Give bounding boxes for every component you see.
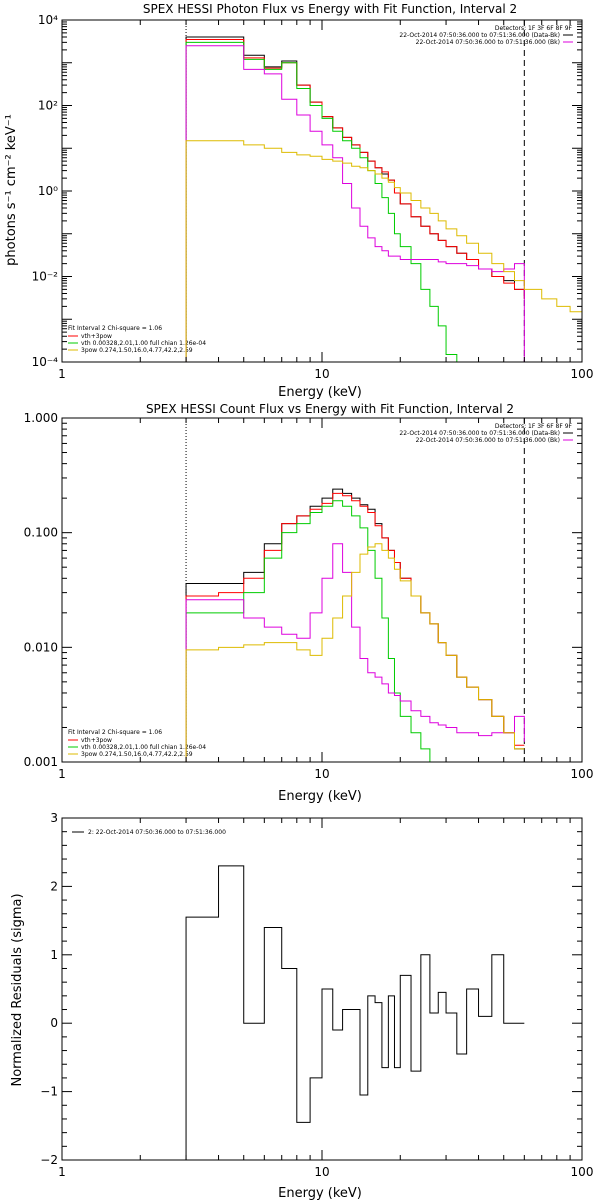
photon-flux-ylabel: photons s⁻¹ cm⁻² keV⁻¹ [4, 114, 19, 266]
legend-vth: vth 0.00328,2.01,1.00 full chian 1.26e-0… [81, 340, 206, 347]
photon-flux-legend-top: Detectors: 1F 3F 6F 8F 9F 22-Oct-2014 07… [399, 25, 573, 46]
count-flux-ytick-label: 1.000 [24, 411, 58, 425]
count-flux-ytick-label: 0.010 [24, 640, 58, 654]
photon-flux-series-2 [185, 41, 467, 362]
legend-bk: 22-Oct-2014 07:50:36.000 to 07:51:36.000… [416, 437, 560, 444]
count-flux-legend-bottom: Fit Interval 2 Chi-square = 1.06 vth+3po… [68, 729, 206, 758]
photon-flux-ytick-label: 10² [38, 99, 58, 113]
residuals-ytick-label: 2 [50, 879, 58, 893]
residuals-xtick-label: 100 [571, 1165, 594, 1179]
residuals-ytick-label: 1 [50, 948, 58, 962]
residuals-ytick-label: −2 [40, 1153, 58, 1167]
count-flux-title: SPEX HESSI Count Flux vs Energy with Fit… [146, 402, 514, 416]
photon-flux-series-0 [185, 36, 525, 362]
residuals-panel: 2: 22-Oct-2014 07:50:36.000 to 07:51:36.… [10, 811, 593, 1200]
legend-fit-interval: Fit Interval 2 Chi-square = 1.06 [68, 729, 162, 736]
photon-flux-panel: SPEX HESSI Photon Flux vs Energy with Fi… [4, 2, 593, 400]
count-flux-series-0 [185, 488, 525, 762]
legend-bk: 22-Oct-2014 07:50:36.000 to 07:51:36.000… [416, 39, 560, 46]
count-flux-xtick-label: 10 [314, 767, 329, 781]
count-flux-series-4 [185, 543, 525, 762]
residuals-legend: 2: 22-Oct-2014 07:50:36.000 to 07:51:36.… [72, 829, 226, 836]
legend-vth3pow: vth+3pow [81, 333, 112, 340]
count-flux-legend-top: Detectors: 1F 3F 6F 8F 9F 22-Oct-2014 07… [399, 423, 573, 444]
photon-flux-ytick-label: 10⁻² [32, 270, 59, 284]
legend-detectors: Detectors: 1F 3F 6F 8F 9F [495, 423, 573, 430]
residuals-ytick-label: 0 [50, 1016, 58, 1030]
photon-flux-series-1 [185, 38, 525, 362]
photon-flux-series-4 [185, 140, 582, 362]
count-flux-ytick-label: 0.001 [24, 755, 58, 769]
photon-flux-xlabel: Energy (keV) [278, 385, 362, 400]
legend-vth3pow: vth+3pow [81, 737, 112, 744]
residuals-ylabel: Normalized Residuals (sigma) [10, 893, 25, 1086]
photon-flux-series-3 [185, 45, 525, 362]
residuals-ytick-label: 3 [50, 811, 58, 825]
count-flux-xlabel: Energy (keV) [278, 789, 362, 804]
legend-vth: vth 0.00328,2.01,1.00 full chian 1.26e-0… [81, 744, 206, 751]
count-flux-series-3 [185, 543, 525, 762]
photon-flux-legend-bottom: Fit Interval 2 Chi-square = 1.06 vth+3po… [68, 325, 206, 354]
legend-residuals: 2: 22-Oct-2014 07:50:36.000 to 07:51:36.… [88, 829, 226, 836]
photon-flux-xtick-label: 10 [314, 367, 329, 381]
photon-flux-ytick-label: 10⁻⁴ [32, 355, 59, 369]
legend-detectors: Detectors: 1F 3F 6F 8F 9F [495, 25, 573, 32]
residuals-xlabel: Energy (keV) [278, 1186, 362, 1200]
count-flux-xtick-label: 100 [571, 767, 594, 781]
photon-flux-ytick-label: 10⁴ [38, 13, 58, 27]
photon-flux-xtick-label: 100 [571, 367, 594, 381]
count-flux-xtick-label: 1 [58, 767, 66, 781]
count-flux-ytick-label: 0.100 [24, 526, 58, 540]
legend-3pow: 3pow 0.274,1.50,16.0,4.77,42.2,2.59 [81, 347, 193, 354]
photon-flux-xtick-label: 1 [58, 367, 66, 381]
residuals-ytick-label: −1 [40, 1085, 58, 1099]
legend-data-bk: 22-Oct-2014 07:50:36.000 to 07:51:36.000… [399, 430, 560, 437]
count-flux-series-2 [185, 500, 525, 762]
residuals-series-0 [185, 865, 525, 1160]
photon-flux-axes-frame [61, 19, 583, 363]
photon-flux-ytick-label: 10⁰ [38, 184, 58, 198]
count-flux-series-1 [185, 492, 525, 762]
residuals-xtick-label: 1 [58, 1165, 66, 1179]
residuals-xtick-label: 10 [314, 1165, 329, 1179]
photon-flux-title: SPEX HESSI Photon Flux vs Energy with Fi… [143, 2, 517, 16]
legend-data-bk: 22-Oct-2014 07:50:36.000 to 07:51:36.000… [399, 32, 560, 39]
legend-fit-interval: Fit Interval 2 Chi-square = 1.06 [68, 325, 162, 332]
legend-3pow: 3pow 0.274,1.50,16.0,4.77,42.2,2.59 [81, 751, 193, 758]
count-flux-panel: SPEX HESSI Count Flux vs Energy with Fit… [24, 402, 594, 804]
